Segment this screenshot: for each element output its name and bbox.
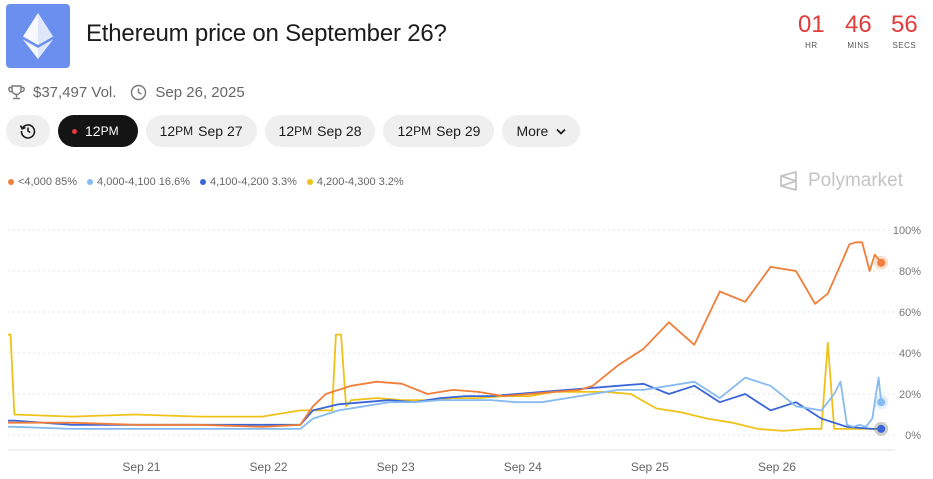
- chart-grid: [8, 229, 895, 451]
- countdown-hours: 01 HR: [798, 10, 825, 50]
- volume-text: $37,497 Vol.: [33, 84, 117, 101]
- history-icon: [19, 124, 36, 139]
- tab-ampm: PM: [294, 124, 313, 138]
- tab-12pm-sep28[interactable]: 12 PM Sep 28: [264, 115, 376, 147]
- tab-ampm: PM: [175, 124, 194, 138]
- legend-label: 4,100-4,200 3.3%: [210, 176, 297, 188]
- more-label: More: [516, 123, 549, 139]
- tab-date: Sep 28: [317, 123, 362, 139]
- tab-date: Sep 27: [198, 123, 243, 139]
- brand-name: Polymarket: [808, 170, 904, 191]
- tab-12pm-today[interactable]: 12 PM: [58, 115, 138, 147]
- legend-label: <4,000 85%: [18, 176, 78, 188]
- volume: $37,497 Vol.: [8, 84, 116, 101]
- series-endpoint: [877, 258, 886, 267]
- countdown-minutes: 46 MINS: [845, 10, 872, 50]
- countdown-seconds-label: SECS: [892, 41, 917, 50]
- tab-time: 12: [278, 123, 295, 139]
- x-tick-label: Sep 23: [377, 460, 415, 474]
- legend-label: 4,200-4,300 3.2%: [316, 176, 404, 188]
- y-tick-label: 100%: [893, 225, 921, 237]
- polymarket-brand: Polymarket: [778, 170, 903, 192]
- chart-series: [8, 241, 883, 432]
- x-tick-label: Sep 25: [631, 460, 669, 474]
- legend-swatch: [87, 179, 94, 185]
- tab-12pm-sep29[interactable]: 12 PM Sep 29: [383, 115, 495, 147]
- clock-icon: [131, 84, 147, 101]
- legend-swatch: [200, 179, 206, 185]
- chevron-down-icon: [556, 128, 566, 135]
- market-meta: $37,497 Vol. Sep 26, 2025: [8, 84, 259, 101]
- ethereum-icon: [23, 13, 53, 59]
- tab-12pm-sep27[interactable]: 12 PM Sep 27: [145, 115, 257, 147]
- legend-item: 4,100-4,200 3.3%: [200, 176, 297, 188]
- trophy-icon: [8, 85, 25, 100]
- tab-ampm: PM: [100, 124, 119, 138]
- y-tick-label: 60%: [899, 307, 921, 319]
- chart-legend: <4,000 85% 4,000-4,100 16.6% 4,100-4,200…: [8, 176, 404, 188]
- tab-date: Sep 29: [436, 123, 481, 139]
- series-endpoint: [877, 398, 886, 407]
- y-axis: 0% 20% 40% 60% 80% 100%: [893, 225, 921, 442]
- tab-time: 12: [397, 123, 414, 139]
- y-tick-label: 40%: [899, 348, 921, 360]
- page-title: Ethereum price on September 26?: [86, 20, 447, 47]
- countdown-minutes-value: 46: [845, 11, 872, 38]
- tab-time: 12: [159, 123, 176, 139]
- tab-time: 12: [85, 123, 101, 139]
- x-tick-label: Sep 22: [250, 460, 288, 474]
- x-tick-label: Sep 26: [758, 460, 796, 474]
- countdown-seconds-value: 56: [891, 11, 918, 38]
- y-tick-label: 20%: [899, 389, 921, 401]
- legend-label: 4,000-4,100 16.6%: [97, 176, 190, 188]
- countdown-seconds: 56 SECS: [891, 10, 918, 50]
- history-button[interactable]: [6, 115, 50, 147]
- series-line: [8, 241, 882, 428]
- end-date-text: Sep 26, 2025: [155, 84, 245, 101]
- live-dot: [72, 128, 77, 134]
- x-axis: Sep 21 Sep 22 Sep 23 Sep 24 Sep 25 Sep 26: [122, 460, 796, 474]
- countdown-minutes-label: MINS: [847, 41, 870, 50]
- polymarket-logo-icon: [780, 171, 797, 191]
- legend-item: 4,200-4,300 3.2%: [306, 176, 404, 188]
- date-tabs: 12 PM 12 PM Sep 27 12 PM Sep 28 12 PM Sep 29…: [6, 115, 581, 147]
- tab-ampm: PM: [413, 124, 432, 138]
- countdown-hours-label: HR: [805, 41, 818, 50]
- legend-swatch: [8, 179, 14, 185]
- series-endpoint: [877, 424, 886, 433]
- chart-endpoints: [874, 255, 889, 436]
- series-line: [8, 376, 883, 430]
- series-line: [8, 382, 882, 430]
- legend-item: 4,000-4,100 16.6%: [87, 176, 190, 188]
- y-tick-label: 80%: [899, 266, 921, 278]
- series-line: [8, 333, 882, 432]
- legend-item: <4,000 85%: [8, 176, 77, 188]
- ethereum-logo: [6, 4, 70, 68]
- y-tick-label: 0%: [905, 430, 921, 442]
- countdown-hours-value: 01: [798, 11, 825, 38]
- legend-swatch: [306, 179, 313, 185]
- more-dropdown[interactable]: More: [502, 115, 581, 147]
- x-tick-label: Sep 24: [504, 460, 542, 474]
- x-tick-label: Sep 21: [122, 460, 160, 474]
- end-date: Sep 26, 2025: [130, 84, 245, 101]
